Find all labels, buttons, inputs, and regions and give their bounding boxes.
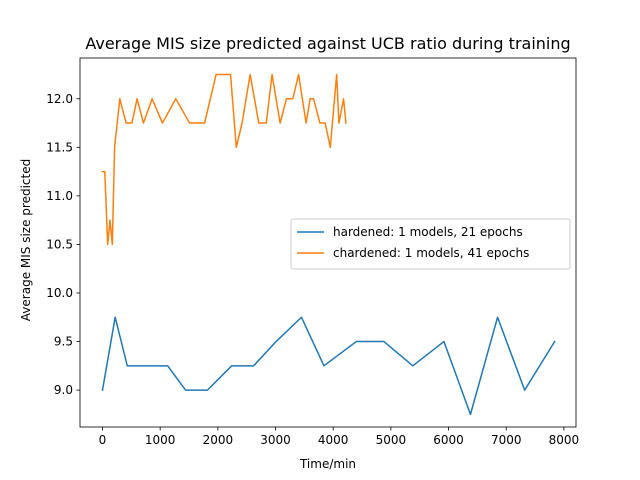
legend-label: chardened: 1 models, 41 epochs: [333, 246, 529, 260]
axes-frame: [79, 57, 577, 428]
x-tick-label: 8000: [549, 433, 580, 447]
chart-title: Average MIS size predicted against UCB r…: [85, 34, 570, 53]
x-tick-label: 5000: [376, 433, 407, 447]
legend-box: [290, 218, 571, 270]
x-tick-label: 2000: [203, 433, 234, 447]
y-tick-label: 9.0: [54, 383, 73, 397]
series-line-2: [101, 73, 347, 246]
y-tick-label: 12.0: [46, 92, 73, 106]
x-tick-label: 6000: [433, 433, 464, 447]
y-tick-label: 10.0: [46, 286, 73, 300]
y-axis-label: Average MIS size predicted: [19, 159, 33, 321]
y-tick-label: 11.0: [46, 189, 73, 203]
series-line-1: [101, 316, 556, 416]
y-tick-label: 10.5: [46, 237, 73, 251]
x-tick-label: 1000: [145, 433, 176, 447]
x-axis-label: Time/min: [299, 457, 356, 471]
legend: hardened: 1 models, 21 epochs chardened: …: [290, 218, 571, 270]
legend-label: hardened: 1 models, 21 epochs: [333, 225, 523, 239]
x-tick-label: 0: [99, 433, 107, 447]
y-tick-label: 11.5: [46, 140, 73, 154]
x-tick-label: 4000: [318, 433, 349, 447]
y-tick-label: 9.5: [54, 335, 73, 349]
series-layer: [101, 73, 556, 416]
axes: 0 1000 2000 3000 4000 5000 6000 7000 8000 9.0 9.5 1…: [46, 57, 580, 447]
x-tick-label: 7000: [491, 433, 522, 447]
x-tick-label: 3000: [260, 433, 291, 447]
